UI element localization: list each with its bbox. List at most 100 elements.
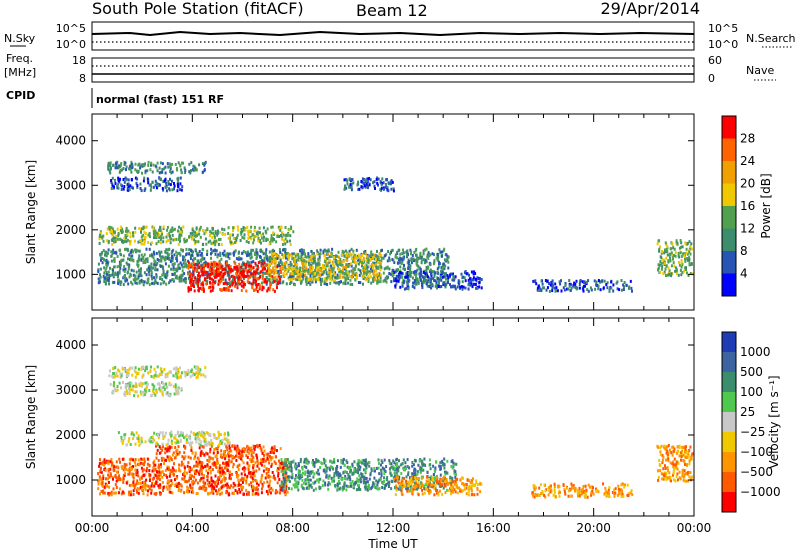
power-cell xyxy=(234,275,237,279)
power-cell xyxy=(671,242,674,246)
power-cell xyxy=(261,273,264,277)
power-cell xyxy=(664,241,667,245)
power-cell xyxy=(142,163,144,167)
velocity-cell xyxy=(134,458,137,461)
velocity-cell xyxy=(188,470,191,474)
power-cell xyxy=(212,231,215,235)
power-cell xyxy=(126,230,129,234)
power-cell xyxy=(371,253,374,257)
velocity-cell xyxy=(253,470,256,474)
power-cell xyxy=(213,275,216,279)
power-cell xyxy=(352,252,355,256)
power-cell xyxy=(307,278,310,282)
power-cell xyxy=(158,259,161,263)
velocity-cell xyxy=(258,444,261,447)
power-cell xyxy=(189,248,192,252)
power-cell xyxy=(294,254,297,258)
velocity-cell xyxy=(148,479,151,482)
power-cell xyxy=(148,264,151,268)
velocity-cell xyxy=(175,392,178,396)
power-cell xyxy=(130,268,133,272)
power-cell xyxy=(153,276,155,280)
power-cell xyxy=(425,269,428,272)
power-cell xyxy=(179,164,182,168)
velocity-cell xyxy=(177,481,180,485)
velocity-cell xyxy=(208,481,211,485)
velocity-cell xyxy=(154,474,157,478)
velocity-cell xyxy=(236,491,239,495)
velocity-cell xyxy=(173,462,175,466)
power-cell xyxy=(242,277,245,281)
power-cell xyxy=(664,250,667,254)
power-cell xyxy=(568,282,571,286)
velocity-cell xyxy=(151,393,154,397)
velocity-cell xyxy=(158,387,161,391)
velocity-cell xyxy=(166,446,169,450)
power-cell xyxy=(406,260,409,264)
power-cell xyxy=(307,281,310,285)
power-cell xyxy=(472,276,475,280)
power-cell xyxy=(675,266,678,270)
power-cell xyxy=(212,279,215,282)
velocity-cell xyxy=(141,469,144,473)
power-cell xyxy=(422,249,425,253)
power-cell xyxy=(173,253,176,257)
power-cell xyxy=(216,255,219,259)
velocity-cell xyxy=(192,482,195,486)
power-cell xyxy=(368,258,370,262)
power-cell xyxy=(206,276,209,279)
velocity-cell xyxy=(279,491,281,495)
power-cell xyxy=(172,268,175,272)
power-cell xyxy=(686,271,688,275)
velocity-cell xyxy=(219,467,222,471)
power-cell xyxy=(165,248,168,252)
velocity-cell xyxy=(153,473,156,477)
velocity-cell xyxy=(116,385,119,388)
power-cell xyxy=(367,261,370,265)
power-cell xyxy=(161,273,164,277)
power-cell xyxy=(247,229,250,233)
velocity-cell xyxy=(121,478,124,482)
power-cell xyxy=(305,280,308,284)
power-cell xyxy=(143,230,146,234)
power-cell xyxy=(148,247,151,251)
velocity-cell xyxy=(214,481,217,484)
power-cell xyxy=(134,230,137,234)
power-cell xyxy=(374,263,377,267)
velocity-cell xyxy=(176,448,179,452)
velocity-cell xyxy=(169,394,171,398)
power-cell xyxy=(328,275,331,279)
velocity-cell xyxy=(218,469,221,473)
power-cell xyxy=(193,238,196,242)
power-cell xyxy=(599,288,602,292)
power-cell xyxy=(351,275,354,279)
power-cell xyxy=(208,234,211,238)
power-cell xyxy=(376,272,379,276)
power-cell xyxy=(286,268,289,272)
velocity-cell xyxy=(242,492,245,496)
power-cell xyxy=(331,247,334,251)
velocity-cell xyxy=(109,382,112,386)
power-cell xyxy=(229,233,232,237)
velocity-cell xyxy=(175,482,178,486)
power-cell xyxy=(138,249,141,253)
power-cell xyxy=(301,273,304,276)
velocity-cell xyxy=(154,374,157,377)
power-cell xyxy=(438,262,440,266)
velocity-cell xyxy=(191,451,194,455)
power-cell xyxy=(176,177,179,181)
velocity-cell xyxy=(188,476,191,480)
power-cell xyxy=(106,276,109,280)
velocity-cell xyxy=(132,493,135,496)
velocity-cell xyxy=(181,477,184,481)
velocity-cell xyxy=(284,488,286,492)
power-cell xyxy=(366,177,369,181)
velocity-cell xyxy=(216,448,219,452)
power-cell xyxy=(377,258,380,262)
power-cell xyxy=(262,239,265,243)
velocity-cell xyxy=(262,469,265,473)
velocity-cell xyxy=(223,450,226,454)
velocity-cell xyxy=(275,491,278,495)
velocity-cell xyxy=(196,462,199,466)
velocity-cell xyxy=(275,449,278,453)
